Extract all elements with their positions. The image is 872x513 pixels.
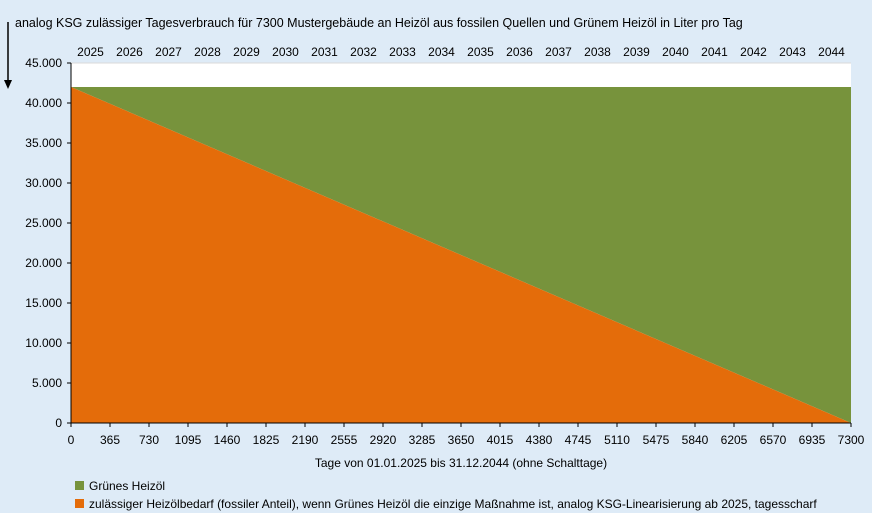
legend-swatch-green — [75, 481, 84, 490]
year-labels: 2025 2026 2027 2028 2029 2030 2031 2032 2033 2034… — [77, 45, 845, 59]
x-tick-label: 6570 — [760, 433, 787, 447]
x-tick-label: 1095 — [175, 433, 202, 447]
x-tick-label: 2190 — [292, 433, 319, 447]
year-label: 2041 — [701, 45, 728, 59]
year-label: 2044 — [818, 45, 845, 59]
area-series — [71, 87, 851, 423]
x-tick-label: 3285 — [409, 433, 436, 447]
y-tick-label: 5.000 — [32, 376, 62, 390]
y-axis-ticks: 0 5.000 10.000 15.000 20.000 25.000 30.000 35.0… — [25, 56, 71, 430]
x-tick-label: 730 — [139, 433, 159, 447]
year-label: 2036 — [506, 45, 533, 59]
legend-label-green: Grünes Heizöl — [89, 479, 166, 493]
x-tick-label: 5475 — [643, 433, 670, 447]
x-tick-label: 7300 — [838, 433, 865, 447]
year-label: 2038 — [584, 45, 611, 59]
chart-title: analog KSG zulässiger Tagesverbrauch für… — [15, 16, 743, 30]
year-label: 2029 — [233, 45, 260, 59]
y-tick-label: 25.000 — [25, 216, 62, 230]
year-label: 2043 — [779, 45, 806, 59]
year-label: 2040 — [662, 45, 689, 59]
year-label: 2039 — [623, 45, 650, 59]
year-label: 2032 — [350, 45, 377, 59]
y-axis-arrow-icon — [4, 22, 12, 89]
year-label: 2026 — [116, 45, 143, 59]
year-label: 2042 — [740, 45, 767, 59]
y-tick-label: 35.000 — [25, 136, 62, 150]
x-tick-label: 5110 — [604, 433, 630, 447]
legend-item-green: Grünes Heizöl — [75, 479, 165, 493]
x-tick-label: 4745 — [565, 433, 592, 447]
legend-label-orange: zulässiger Heizölbedarf (fossiler Anteil… — [89, 497, 817, 511]
x-axis-ticks: 0 365 730 1095 1460 1825 2190 2555 2920 3285 3650 4… — [68, 423, 865, 447]
x-tick-label: 2920 — [370, 433, 397, 447]
year-label: 2028 — [194, 45, 221, 59]
year-label: 2027 — [155, 45, 182, 59]
y-tick-label: 45.000 — [25, 56, 62, 70]
y-tick-label: 30.000 — [25, 176, 62, 190]
year-label: 2033 — [389, 45, 416, 59]
x-tick-label: 1460 — [214, 433, 241, 447]
x-tick-label: 3650 — [448, 433, 475, 447]
year-label: 2037 — [545, 45, 572, 59]
area-fossiler-anteil — [71, 87, 851, 423]
y-tick-label: 40.000 — [25, 96, 62, 110]
x-tick-label: 5840 — [682, 433, 709, 447]
x-tick-label: 1825 — [253, 433, 280, 447]
year-label: 2025 — [77, 45, 104, 59]
x-tick-label: 6205 — [721, 433, 748, 447]
x-tick-label: 2555 — [331, 433, 358, 447]
year-label: 2030 — [272, 45, 299, 59]
x-tick-label: 4015 — [487, 433, 514, 447]
legend-item-orange: zulässiger Heizölbedarf (fossiler Anteil… — [75, 497, 817, 511]
x-tick-label: 6935 — [799, 433, 826, 447]
x-axis-label: Tage von 01.01.2025 bis 31.12.2044 (ohne… — [315, 456, 607, 470]
y-tick-label: 20.000 — [25, 256, 62, 270]
year-label: 2035 — [467, 45, 494, 59]
y-tick-label: 10.000 — [25, 336, 62, 350]
year-label: 2031 — [311, 45, 338, 59]
x-tick-label: 4380 — [526, 433, 553, 447]
x-tick-label: 365 — [100, 433, 120, 447]
year-label: 2034 — [428, 45, 455, 59]
x-tick-label: 0 — [68, 433, 75, 447]
legend-swatch-orange — [75, 499, 84, 508]
y-tick-label: 15.000 — [25, 296, 62, 310]
y-tick-label: 0 — [55, 416, 62, 430]
